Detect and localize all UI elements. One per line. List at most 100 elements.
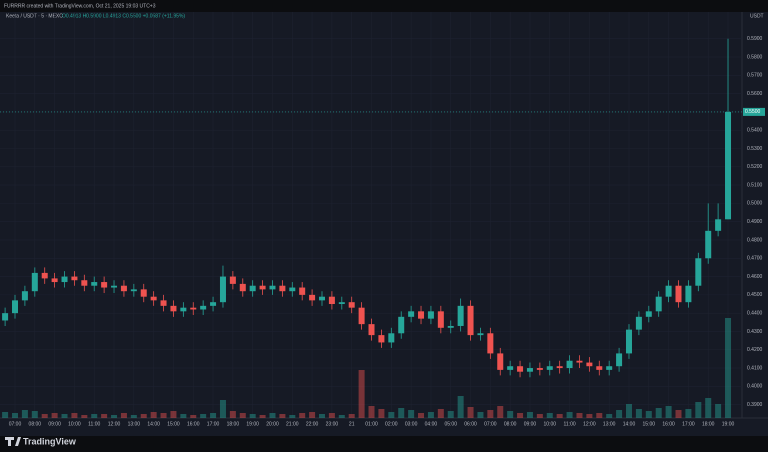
x-tick-label: 17:00 bbox=[682, 421, 695, 427]
candle-body bbox=[229, 276, 236, 284]
volume-bar bbox=[487, 410, 494, 418]
volume-bar bbox=[219, 400, 226, 418]
volume-bar bbox=[507, 411, 514, 418]
candle-body bbox=[219, 276, 226, 303]
volume-bar bbox=[31, 411, 38, 418]
volume-bar bbox=[378, 409, 385, 418]
candle-body bbox=[487, 333, 494, 354]
volume-bar bbox=[318, 414, 325, 418]
volume-bar bbox=[398, 408, 405, 418]
x-tick-label: 03:00 bbox=[405, 421, 418, 427]
candle-body bbox=[427, 311, 434, 319]
last-price-label: 0.5500 bbox=[745, 109, 761, 115]
volume-bar bbox=[2, 412, 9, 418]
candle-body bbox=[368, 324, 375, 336]
volume-bar bbox=[180, 414, 187, 418]
candle-body bbox=[338, 302, 345, 305]
y-tick-label: 0.4700 bbox=[747, 256, 763, 262]
x-tick-label: 04:00 bbox=[425, 421, 438, 427]
volume-bar bbox=[467, 407, 474, 418]
candle-body bbox=[190, 307, 197, 310]
volume-bar bbox=[150, 412, 157, 418]
x-tick-label: 14:00 bbox=[623, 421, 636, 427]
volume-bar bbox=[91, 414, 98, 418]
candle-body bbox=[180, 307, 187, 312]
candle-body bbox=[398, 316, 405, 334]
x-tick-label: 22:00 bbox=[306, 421, 319, 427]
candle-body bbox=[12, 300, 19, 314]
x-tick-label: 11:00 bbox=[88, 421, 100, 427]
volume-bar bbox=[635, 409, 642, 418]
volume-bar bbox=[517, 413, 524, 418]
x-tick-label: 07:00 bbox=[9, 421, 22, 427]
candle-body bbox=[556, 366, 563, 369]
x-tick-label: 16:00 bbox=[187, 421, 200, 427]
volume-bar bbox=[725, 318, 732, 418]
candle-body bbox=[81, 280, 88, 286]
volume-bar bbox=[408, 410, 415, 418]
candle-body bbox=[348, 302, 355, 308]
candle-body bbox=[328, 296, 335, 305]
candle-body bbox=[715, 219, 722, 231]
volume-bar bbox=[71, 413, 78, 418]
volume-bar bbox=[140, 414, 147, 418]
x-tick-label: 07:00 bbox=[484, 421, 497, 427]
x-tick-label: 09:00 bbox=[524, 421, 537, 427]
y-tick-label: 0.5300 bbox=[747, 146, 763, 152]
volume-bar bbox=[497, 406, 504, 418]
volume-bar bbox=[160, 413, 167, 418]
x-tick-label: 05:00 bbox=[444, 421, 457, 427]
volume-bar bbox=[61, 414, 68, 418]
candle-body bbox=[150, 296, 157, 301]
volume-bar bbox=[239, 413, 246, 418]
candle-body bbox=[447, 325, 454, 328]
x-tick-label: 15:00 bbox=[643, 421, 656, 427]
volume-bar bbox=[418, 413, 425, 418]
y-tick-label: 0.5100 bbox=[747, 182, 763, 188]
x-tick-label: 02:00 bbox=[385, 421, 398, 427]
volume-bar bbox=[12, 413, 19, 418]
volume-bar bbox=[130, 415, 137, 418]
candle-body bbox=[41, 272, 48, 279]
volume-bar bbox=[566, 412, 573, 418]
y-tick-label: 0.3900 bbox=[747, 402, 763, 408]
brand: TradingView bbox=[23, 436, 77, 446]
volume-bar bbox=[665, 406, 672, 418]
x-tick-label: 15:00 bbox=[167, 421, 180, 427]
candle-body bbox=[635, 316, 642, 330]
currency: USDT bbox=[750, 13, 764, 19]
volume-bar bbox=[447, 411, 454, 418]
candle-body bbox=[120, 285, 127, 292]
x-tick-label: 01:00 bbox=[365, 421, 378, 427]
volume-bar bbox=[606, 414, 613, 418]
y-tick-label: 0.4000 bbox=[747, 384, 763, 390]
volume-bar bbox=[477, 412, 484, 418]
candle-body bbox=[576, 360, 583, 363]
volume-bar bbox=[328, 413, 335, 418]
candle-body bbox=[51, 278, 58, 283]
volume-bar bbox=[101, 414, 108, 418]
x-tick-label: 17:00 bbox=[207, 421, 220, 427]
candle-body bbox=[388, 333, 395, 343]
candle-body bbox=[675, 285, 682, 303]
x-tick-label: 09:00 bbox=[48, 421, 61, 427]
volume-bar bbox=[526, 412, 533, 418]
volume-bar bbox=[190, 415, 197, 418]
candle-body bbox=[358, 307, 365, 325]
volume-bar bbox=[299, 413, 306, 418]
volume-bar bbox=[279, 414, 286, 418]
candle-body bbox=[140, 289, 147, 297]
candle-body bbox=[497, 353, 504, 370]
candle-body bbox=[309, 294, 316, 301]
y-tick-label: 0.4300 bbox=[747, 329, 763, 335]
candle-body bbox=[200, 305, 207, 310]
candle-body bbox=[160, 300, 167, 306]
logo-icon bbox=[5, 437, 21, 446]
x-tick-label: 21 bbox=[349, 421, 355, 427]
y-tick-label: 0.4400 bbox=[747, 310, 763, 316]
candle-body bbox=[566, 360, 573, 369]
x-tick-label: 11:00 bbox=[563, 421, 575, 427]
candle-body bbox=[418, 311, 425, 319]
